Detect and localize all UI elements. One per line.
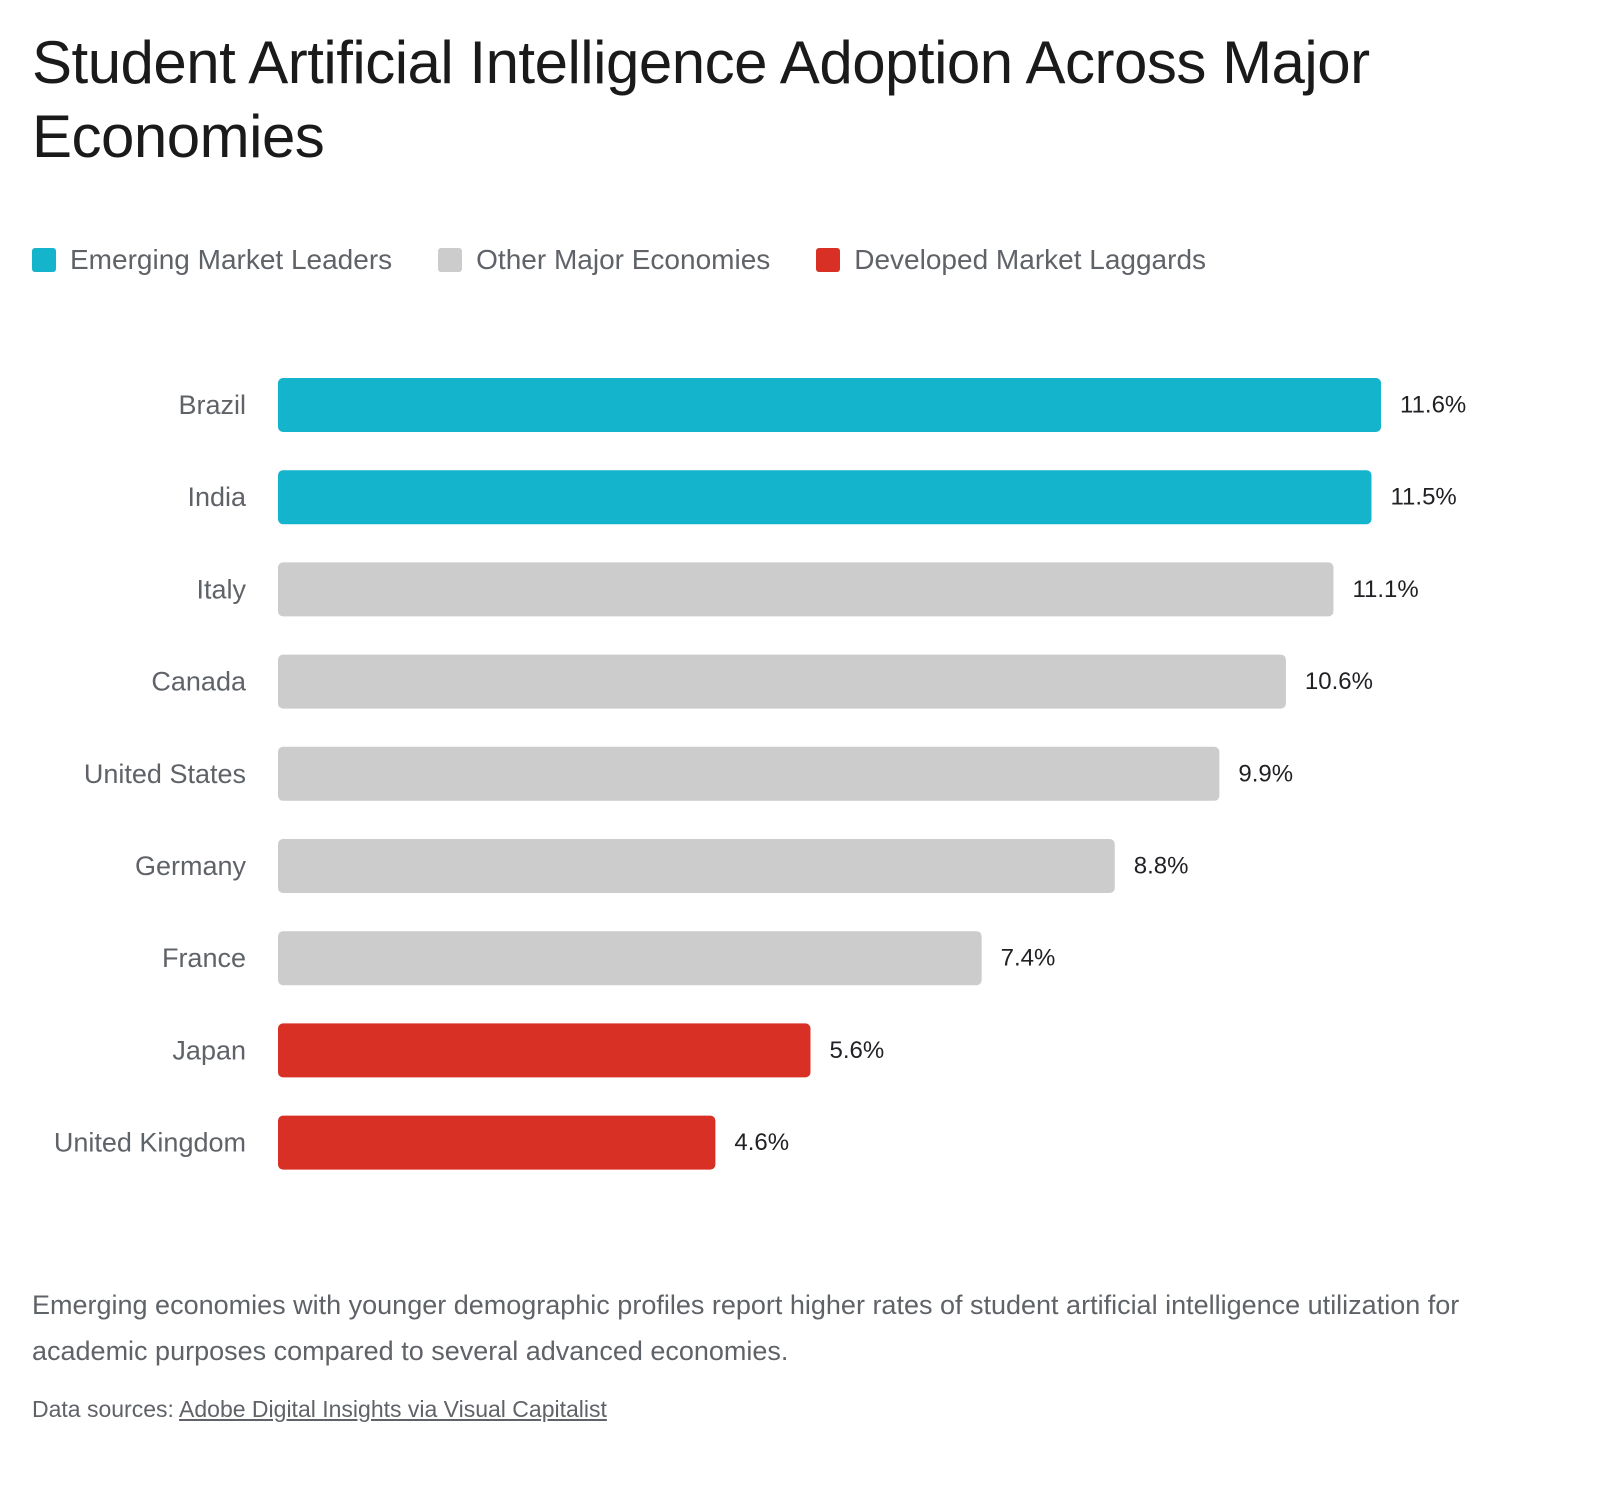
category-label: India <box>187 482 247 512</box>
chart-legend: Emerging Market Leaders Other Major Econ… <box>32 244 1206 276</box>
bar <box>278 1115 716 1170</box>
bar <box>278 470 1372 525</box>
legend-swatch-laggards <box>816 248 841 272</box>
bar <box>278 1023 811 1078</box>
legend-label-laggards: Developed Market Laggards <box>854 244 1207 275</box>
chart-note: Emerging economies with younger demograp… <box>32 1290 1460 1366</box>
category-label: Italy <box>196 574 246 604</box>
value-label: 11.5% <box>1390 484 1456 511</box>
category-label: United States <box>84 759 246 789</box>
bar <box>278 654 1286 709</box>
bar <box>278 378 1381 432</box>
bar <box>278 746 1220 801</box>
legend-label-emerging: Emerging Market Leaders <box>70 244 393 275</box>
legend-item-other: Other Major Economies <box>438 244 770 276</box>
legend-swatch-emerging <box>32 248 56 272</box>
value-label: 5.6% <box>829 1037 884 1064</box>
source-link[interactable]: Adobe Digital Insights via Visual Capita… <box>179 1396 607 1422</box>
bar-chart: Brazil 11.6% India 11.5% Italy 11.1% Canada 10.… <box>54 378 1466 1170</box>
chart-title: Student Artificial Intelligence Adoption… <box>32 29 1370 170</box>
category-label: United Kingdom <box>54 1128 246 1158</box>
category-label: Germany <box>135 851 247 881</box>
category-label: France <box>162 943 246 973</box>
value-label: 11.1% <box>1352 576 1418 603</box>
legend-label-other: Other Major Economies <box>476 244 771 275</box>
bar <box>278 931 982 986</box>
value-label: 9.9% <box>1238 760 1293 787</box>
bar <box>278 839 1115 893</box>
legend-item-laggards: Developed Market Laggards <box>816 244 1206 276</box>
bar <box>278 562 1334 617</box>
category-label: Canada <box>151 667 247 697</box>
legend-item-emerging: Emerging Market Leaders <box>32 244 392 276</box>
value-label: 4.6% <box>734 1129 789 1156</box>
legend-swatch-other <box>438 248 463 272</box>
value-label: 10.6% <box>1305 668 1373 695</box>
category-label: Brazil <box>178 390 246 420</box>
value-label: 8.8% <box>1134 853 1189 880</box>
category-label: Japan <box>172 1035 246 1065</box>
value-label: 7.4% <box>1001 945 1056 972</box>
value-label: 11.6% <box>1400 392 1466 419</box>
source-prefix: Data sources: <box>32 1396 174 1422</box>
data-source: Data sources: Adobe Digital Insights via… <box>32 1396 607 1423</box>
